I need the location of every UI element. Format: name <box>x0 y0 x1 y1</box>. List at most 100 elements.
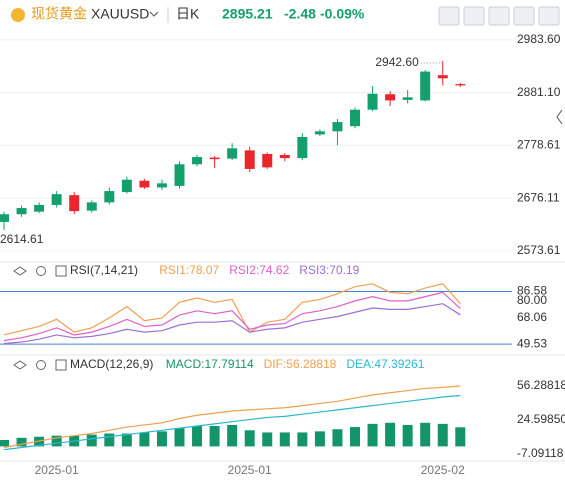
indicator-title: RSI(7,14,21) <box>70 263 138 277</box>
macd-bar <box>192 426 203 447</box>
macd-bar <box>350 427 360 447</box>
y-tick-label: 2983.60 <box>517 32 561 46</box>
settings-icon[interactable] <box>36 266 46 276</box>
price-change-pct: -0.09% <box>320 6 365 22</box>
macd-bar <box>437 423 448 447</box>
macd-bar <box>332 429 343 447</box>
x-tick-label: 2025-02 <box>421 463 465 477</box>
candle-body <box>437 75 448 79</box>
candle-body <box>139 180 150 188</box>
tool-button[interactable] <box>463 6 485 26</box>
candle-body <box>192 157 203 165</box>
settings-icon[interactable] <box>36 360 46 370</box>
candle-body <box>16 208 27 215</box>
candle-body <box>314 131 325 135</box>
candle-body <box>104 191 115 203</box>
eye-icon[interactable] <box>13 360 27 370</box>
candle-body <box>367 93 378 110</box>
candle-body <box>209 157 220 160</box>
candle-body <box>0 214 9 222</box>
macd-bar <box>402 424 413 447</box>
candle-body <box>332 122 343 132</box>
legend-entry: RSI3:70.19 <box>299 263 359 277</box>
macd-bar <box>51 435 62 447</box>
y-tick-label: 49.53 <box>517 336 547 350</box>
max-label: 2942.60 <box>375 55 419 69</box>
macd-bar <box>297 432 308 447</box>
toolbar <box>438 6 560 26</box>
macd-bar <box>86 434 97 447</box>
y-tick-label: 2881.10 <box>517 85 561 99</box>
candle-body <box>244 150 255 169</box>
candle-body <box>385 94 396 101</box>
add-icon[interactable] <box>55 359 67 371</box>
indicator-line <box>3 303 461 345</box>
candle-body <box>174 164 185 186</box>
candle-body <box>402 97 413 100</box>
macd-bar <box>367 423 378 447</box>
tool-button[interactable] <box>488 6 510 26</box>
symbol-icon <box>11 8 25 22</box>
macd-bar <box>156 431 167 447</box>
x-tick-label: 2025-01 <box>228 463 272 477</box>
legend-entry: DEA:47.39261 <box>346 357 424 371</box>
min-label: 2614.61 <box>0 232 44 246</box>
macd-bar <box>227 424 238 447</box>
legend-entry: DIF:56.28818 <box>264 357 337 371</box>
indicator-icons <box>13 265 67 371</box>
macd-bar <box>121 433 132 447</box>
candle-body <box>156 183 167 188</box>
candle-body <box>86 202 97 211</box>
y-tick-label: 80.00 <box>517 293 547 307</box>
candle-body <box>420 71 431 101</box>
y-tick-label: 24.59850 <box>517 412 565 426</box>
candle-body <box>262 153 273 168</box>
tool-button[interactable] <box>438 6 460 26</box>
macd-bar <box>16 437 27 447</box>
indicator-line <box>3 394 461 451</box>
collapse-arrow[interactable] <box>556 109 563 125</box>
macd-bar <box>209 426 220 447</box>
y-tick-label: 68.06 <box>517 310 547 324</box>
candle-body <box>279 155 290 159</box>
y-tick-label: -7.09118 <box>517 446 564 460</box>
y-tick-label: 2676.11 <box>517 190 560 204</box>
macd-bar <box>455 427 466 447</box>
macd-bar <box>314 431 325 447</box>
candle-body <box>297 136 308 159</box>
instrument-name[interactable]: 现货黄金 <box>31 6 87 22</box>
macd-bar <box>279 432 290 447</box>
candle-body <box>51 194 62 205</box>
x-tick-label: 2025-01 <box>35 463 79 477</box>
period[interactable]: 日K <box>176 6 200 22</box>
y-tick-label: 86.58 <box>517 284 547 298</box>
legend-entry: RSI1:78.07 <box>159 263 219 277</box>
tool-button[interactable] <box>538 6 560 26</box>
macd-bar <box>104 433 115 447</box>
indicator-line <box>3 385 461 449</box>
candle-body <box>227 148 238 159</box>
y-tick-label: 2778.61 <box>517 138 561 152</box>
indicator-line <box>3 283 461 336</box>
dropdown-icon[interactable] <box>149 11 159 17</box>
macd-bar <box>139 432 150 447</box>
candle-body <box>350 109 360 127</box>
y-tick-label: 56.28818 <box>517 378 565 392</box>
legend-entry: MACD:17.79114 <box>166 357 254 371</box>
tool-button[interactable] <box>513 6 535 26</box>
add-icon[interactable] <box>55 265 67 277</box>
price-change: -2.48 <box>284 6 316 22</box>
macd-bar <box>262 432 273 447</box>
last-price: 2895.21 <box>222 6 273 22</box>
macd-bar <box>174 428 185 447</box>
candle-body <box>455 84 466 86</box>
macd-bar <box>420 422 431 447</box>
legend-entry: RSI2:74.62 <box>229 263 289 277</box>
indicator-title: MACD(12,26,9) <box>70 357 153 371</box>
eye-icon[interactable] <box>13 266 27 276</box>
instrument-symbol[interactable]: XAUUSD <box>91 6 149 22</box>
macd-bar <box>0 439 9 447</box>
macd-bar <box>385 422 396 447</box>
y-tick-label: 2573.61 <box>517 243 561 257</box>
